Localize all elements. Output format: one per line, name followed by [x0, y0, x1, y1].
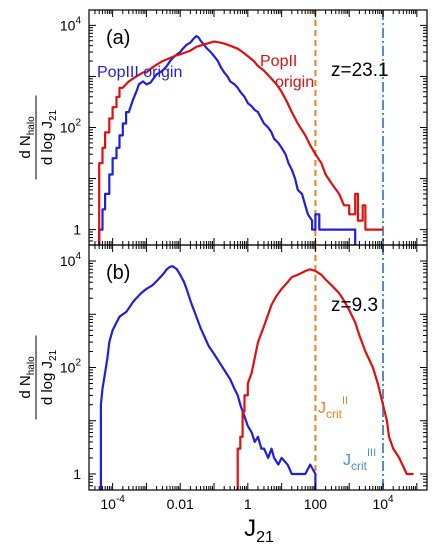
redshift-annotation: z=23.1 [331, 60, 389, 81]
y-label-denominator: d log J21 [39, 349, 59, 405]
x-tick-label: 100 [304, 496, 328, 512]
y-tick-label: 104 [60, 251, 82, 269]
x-tick-label: 104 [372, 494, 394, 512]
y-tick-label: 1 [73, 466, 81, 482]
series-line-popII [236, 268, 414, 490]
y-axis-label-top: d Nhalo d log J21 [17, 95, 59, 180]
x-axis-label: J21 [244, 515, 274, 546]
panel-b: 1 102 104 10-4 0.01 1 100 104 (b) z=9.3 [60, 244, 428, 512]
popII-origin-label-line2: origin [275, 74, 314, 91]
y-tick-label: 1 [73, 222, 81, 238]
plot-frame [88, 9, 428, 246]
y-axis-label-bottom: d Nhalo d log J21 [17, 335, 59, 420]
x-axis-label-main: J [244, 515, 256, 542]
y-label-denominator: d log J21 [39, 109, 59, 165]
popIII-origin-label: PopIII origin [97, 64, 182, 81]
x-tick-label: 0.01 [167, 496, 194, 512]
panel-a: 1 102 104 (a) z=23.1 [60, 9, 428, 246]
x-axis-label-sub: 21 [256, 529, 274, 546]
y-tick-label: 104 [60, 15, 82, 33]
jcrit-II-label: JcritII [318, 395, 348, 421]
redshift-annotation: z=9.3 [331, 295, 378, 316]
x-tick-label: 1 [244, 496, 252, 512]
y-label-numerator: d Nhalo [17, 356, 37, 399]
popII-origin-label-line1: PopII [260, 53, 297, 70]
y-label-numerator: d Nhalo [17, 116, 37, 159]
jcrit-III-label: JcritIII [343, 447, 376, 473]
panel-label: (b) [106, 262, 130, 284]
plot-frame [88, 244, 428, 491]
series-line-popIII [98, 34, 357, 245]
panel-label: (a) [106, 27, 130, 49]
y-tick-label: 102 [60, 358, 82, 376]
x-tick-label: 10-4 [100, 494, 125, 512]
y-tick-label: 102 [60, 118, 82, 136]
series-line-popII [98, 40, 383, 245]
series-line-popIII [99, 265, 317, 490]
